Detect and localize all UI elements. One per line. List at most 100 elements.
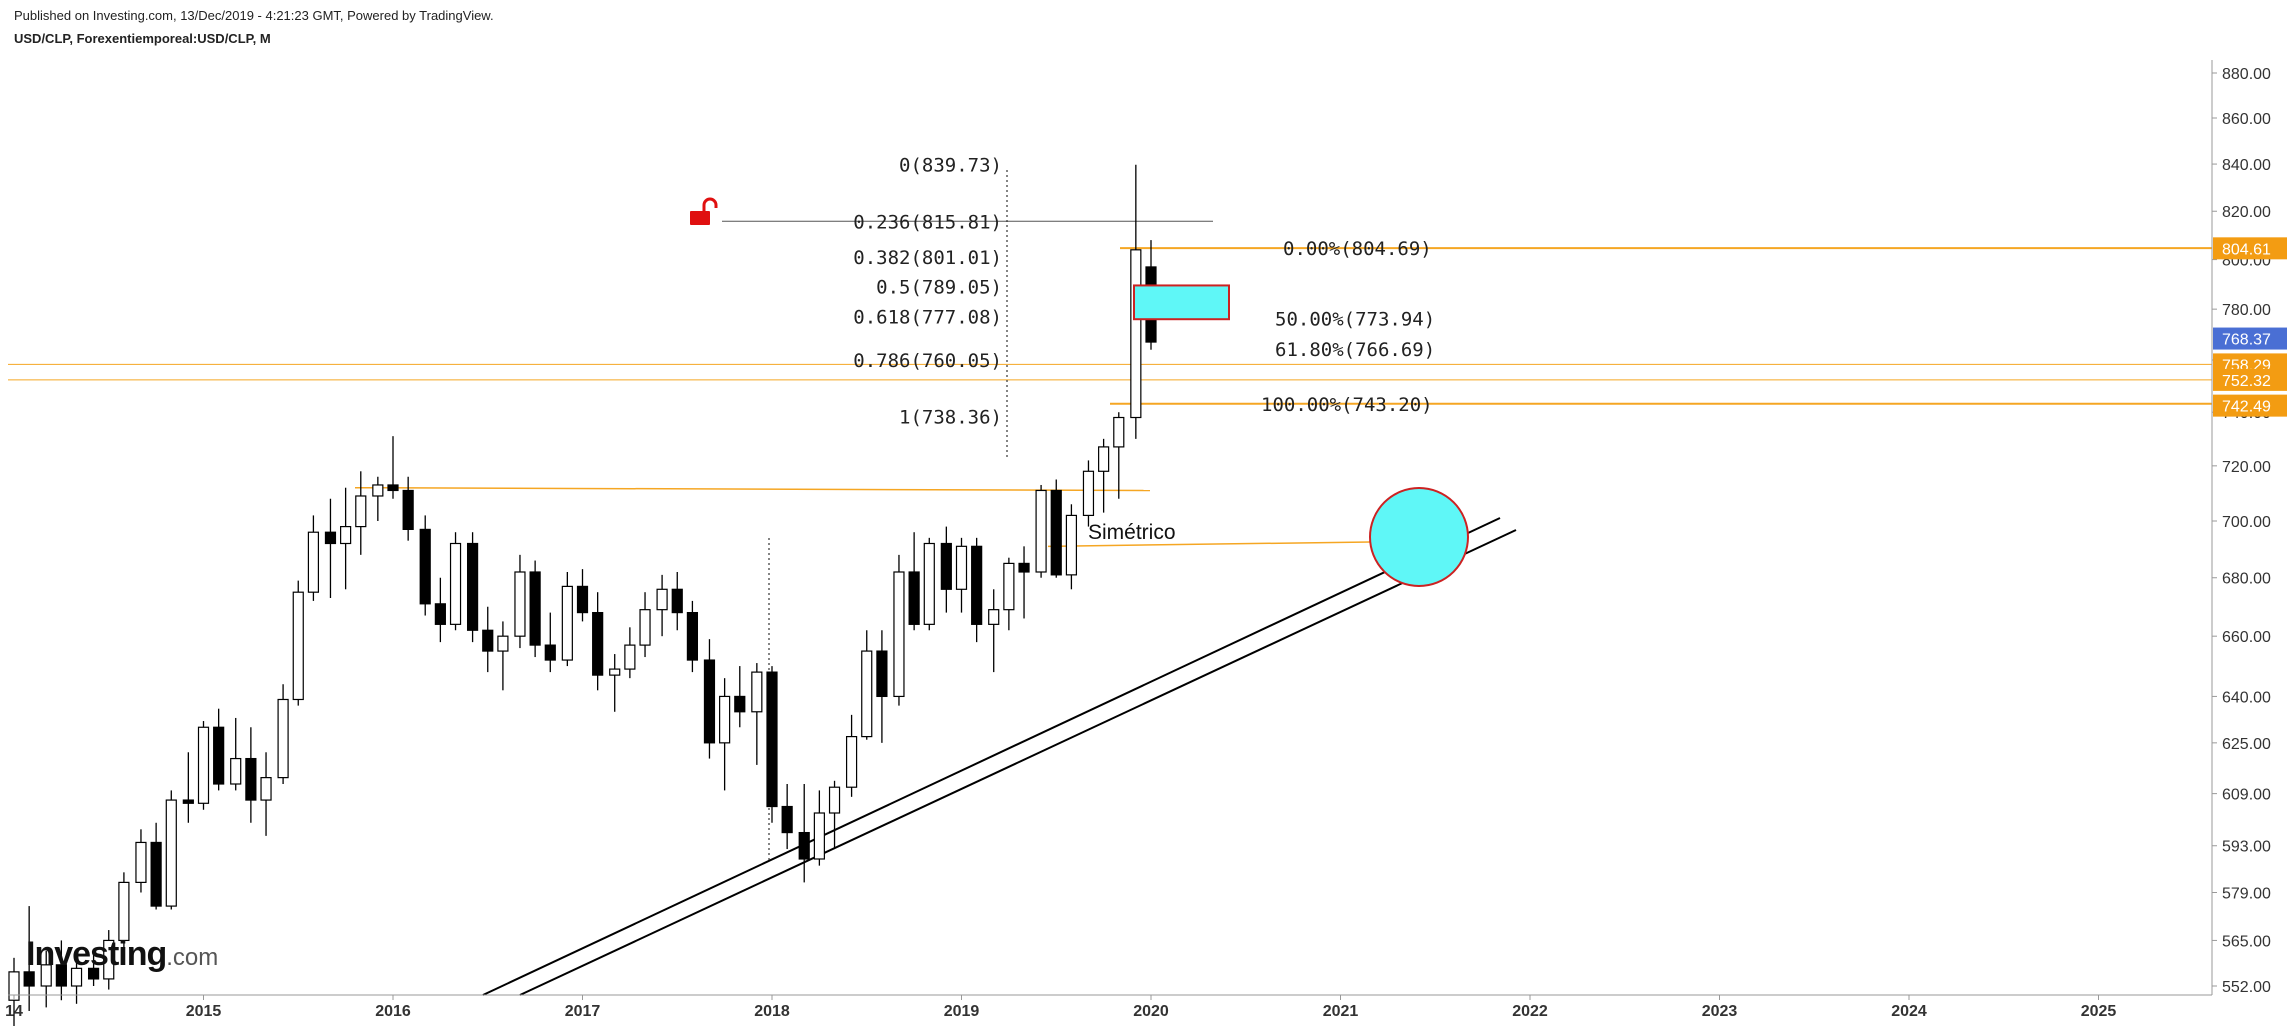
y-tick-label: 593.00	[2222, 839, 2271, 856]
published-caption: Published on Investing.com, 13/Dec/2019 …	[14, 8, 494, 23]
candle	[861, 630, 873, 740]
y-tick-label: 780.00	[2222, 302, 2271, 319]
candle	[307, 515, 320, 601]
candle	[482, 606, 494, 673]
candle	[1018, 546, 1030, 619]
resistance-line	[354, 486, 1151, 492]
trendline-lower	[519, 529, 1517, 996]
candle-body	[609, 668, 621, 676]
candle	[719, 678, 731, 791]
fib-right-label: 61.80%(766.69)	[1275, 339, 1435, 361]
candle-body	[1050, 489, 1062, 576]
candle-body	[260, 777, 272, 801]
candle	[150, 822, 162, 910]
candle-body	[734, 695, 746, 713]
candle	[734, 666, 746, 728]
candle-body	[1113, 416, 1125, 448]
candle-body	[988, 609, 1000, 625]
price-tag-bg	[2213, 327, 2287, 350]
candle-body	[639, 609, 651, 646]
candle	[639, 592, 651, 658]
fib-right-label: 0.00%(804.69)	[1283, 238, 1432, 260]
y-tick-label: 565.00	[2222, 933, 2271, 950]
candle	[592, 592, 604, 691]
fib-left-label: 0(839.73)	[899, 155, 1002, 177]
price-tag-label: 768.37	[2222, 332, 2271, 349]
candle-body	[230, 757, 242, 785]
candle-body	[798, 831, 810, 860]
candle-body	[703, 659, 716, 744]
candle-body	[529, 571, 541, 646]
y-tick-label: 660.00	[2222, 629, 2271, 646]
candle-body	[482, 629, 494, 652]
symbol-caption: USD/CLP, Forexentiemporeal:USD/CLP, M	[14, 31, 271, 46]
candle	[656, 574, 668, 637]
candle-body	[828, 786, 841, 814]
candle	[497, 621, 509, 691]
candle	[277, 684, 289, 785]
candle	[40, 950, 52, 1008]
candle-body	[766, 671, 778, 808]
candle-body	[671, 588, 683, 614]
candle	[55, 940, 67, 1001]
candle-body	[624, 644, 636, 670]
investing-logo: Investing.com	[26, 935, 218, 974]
candle	[828, 780, 841, 850]
price-tag-label: 804.61	[2222, 241, 2271, 258]
target-circle	[1369, 487, 1469, 587]
candle	[798, 784, 810, 883]
candle	[387, 436, 399, 499]
candle	[135, 829, 147, 893]
target-rectangle	[1133, 284, 1230, 321]
price-tag: 804.61	[2213, 237, 2287, 260]
candle-body	[955, 545, 968, 590]
candle	[245, 727, 257, 823]
candle	[955, 537, 968, 613]
x-tick-label: 2018	[754, 1003, 790, 1020]
candle	[230, 717, 242, 791]
candle-body	[324, 531, 337, 545]
candle-body	[466, 542, 479, 631]
y-tick-label: 552.00	[2222, 979, 2271, 996]
candle	[1082, 460, 1095, 527]
candles	[8, 164, 1157, 1026]
candle-body	[8, 971, 20, 1001]
candle	[988, 589, 1000, 673]
y-tick-label: 609.00	[2222, 787, 2271, 804]
candle-body	[434, 603, 446, 625]
fib-left-label: 0.5(789.05)	[876, 277, 1002, 299]
x-axis: 14 2015 2016 2017 2018 2019 2020 2021 2022 2023 20…	[5, 994, 2212, 1020]
candle-body	[182, 799, 194, 804]
candle-body	[55, 964, 67, 987]
candle-body	[514, 571, 526, 637]
y-tick-label: 720.00	[2222, 459, 2271, 476]
candle-body	[70, 967, 83, 987]
x-tick-label: 2025	[2081, 1003, 2117, 1020]
y-tick-label: 579.00	[2222, 886, 2271, 903]
candle-body	[449, 542, 462, 625]
candle-body	[245, 757, 257, 801]
candle	[1003, 557, 1015, 631]
candle-body	[497, 635, 509, 652]
candle-body	[876, 650, 888, 698]
candle-body	[23, 971, 35, 987]
fib-left-label: 0.382(801.01)	[853, 247, 1002, 269]
candle	[118, 872, 130, 948]
candle-body	[118, 881, 130, 942]
candle-body	[861, 650, 873, 738]
candle	[671, 571, 683, 631]
candle-body	[686, 611, 699, 661]
candle-body	[135, 841, 147, 883]
candle-body	[307, 531, 320, 593]
price-tag-label: 752.32	[2222, 373, 2271, 390]
candle	[544, 612, 556, 673]
candle-body	[893, 571, 905, 698]
candle	[292, 580, 304, 706]
candle-body	[544, 644, 556, 661]
candle	[340, 487, 352, 590]
candle	[103, 930, 115, 990]
x-tick-label: 2020	[1133, 1003, 1169, 1020]
fib-labels: 0(839.73) 0.236(815.81) 0.382(801.01) 0.5(7…	[853, 155, 1435, 544]
